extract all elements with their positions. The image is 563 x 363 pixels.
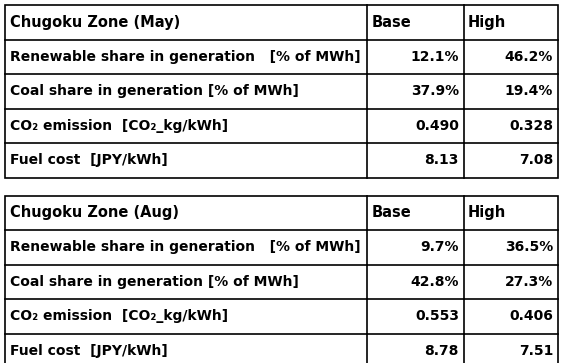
Text: CO₂ emission  [CO₂_kg/kWh]: CO₂ emission [CO₂_kg/kWh] <box>10 309 228 323</box>
Text: 27.3%: 27.3% <box>505 275 553 289</box>
Text: Coal share in generation [% of MWh]: Coal share in generation [% of MWh] <box>10 275 299 289</box>
Text: Chugoku Zone (May): Chugoku Zone (May) <box>10 15 180 30</box>
Text: 0.553: 0.553 <box>415 309 459 323</box>
Text: Base: Base <box>371 205 411 220</box>
Text: 46.2%: 46.2% <box>504 50 553 64</box>
Text: 0.328: 0.328 <box>509 119 553 133</box>
Bar <box>5 5 558 178</box>
Text: Fuel cost  [JPY/kWh]: Fuel cost [JPY/kWh] <box>10 344 168 358</box>
Text: 19.4%: 19.4% <box>504 84 553 98</box>
Text: 7.51: 7.51 <box>519 344 553 358</box>
Text: 7.08: 7.08 <box>519 153 553 167</box>
Text: Coal share in generation [% of MWh]: Coal share in generation [% of MWh] <box>10 84 299 98</box>
Text: 0.406: 0.406 <box>509 309 553 323</box>
Text: Renewable share in generation   [% of MWh]: Renewable share in generation [% of MWh] <box>10 50 361 64</box>
Text: Renewable share in generation   [% of MWh]: Renewable share in generation [% of MWh] <box>10 240 361 254</box>
Text: 42.8%: 42.8% <box>410 275 459 289</box>
Text: 0.490: 0.490 <box>415 119 459 133</box>
Text: High: High <box>468 15 506 30</box>
Bar <box>5 196 558 363</box>
Text: Base: Base <box>371 15 411 30</box>
Text: 12.1%: 12.1% <box>410 50 459 64</box>
Text: Chugoku Zone (Aug): Chugoku Zone (Aug) <box>10 205 179 220</box>
Text: 37.9%: 37.9% <box>411 84 459 98</box>
Text: 9.7%: 9.7% <box>421 240 459 254</box>
Text: 36.5%: 36.5% <box>505 240 553 254</box>
Text: Fuel cost  [JPY/kWh]: Fuel cost [JPY/kWh] <box>10 153 168 167</box>
Text: High: High <box>468 205 506 220</box>
Text: 8.13: 8.13 <box>425 153 459 167</box>
Text: CO₂ emission  [CO₂_kg/kWh]: CO₂ emission [CO₂_kg/kWh] <box>10 119 228 133</box>
Text: 8.78: 8.78 <box>425 344 459 358</box>
